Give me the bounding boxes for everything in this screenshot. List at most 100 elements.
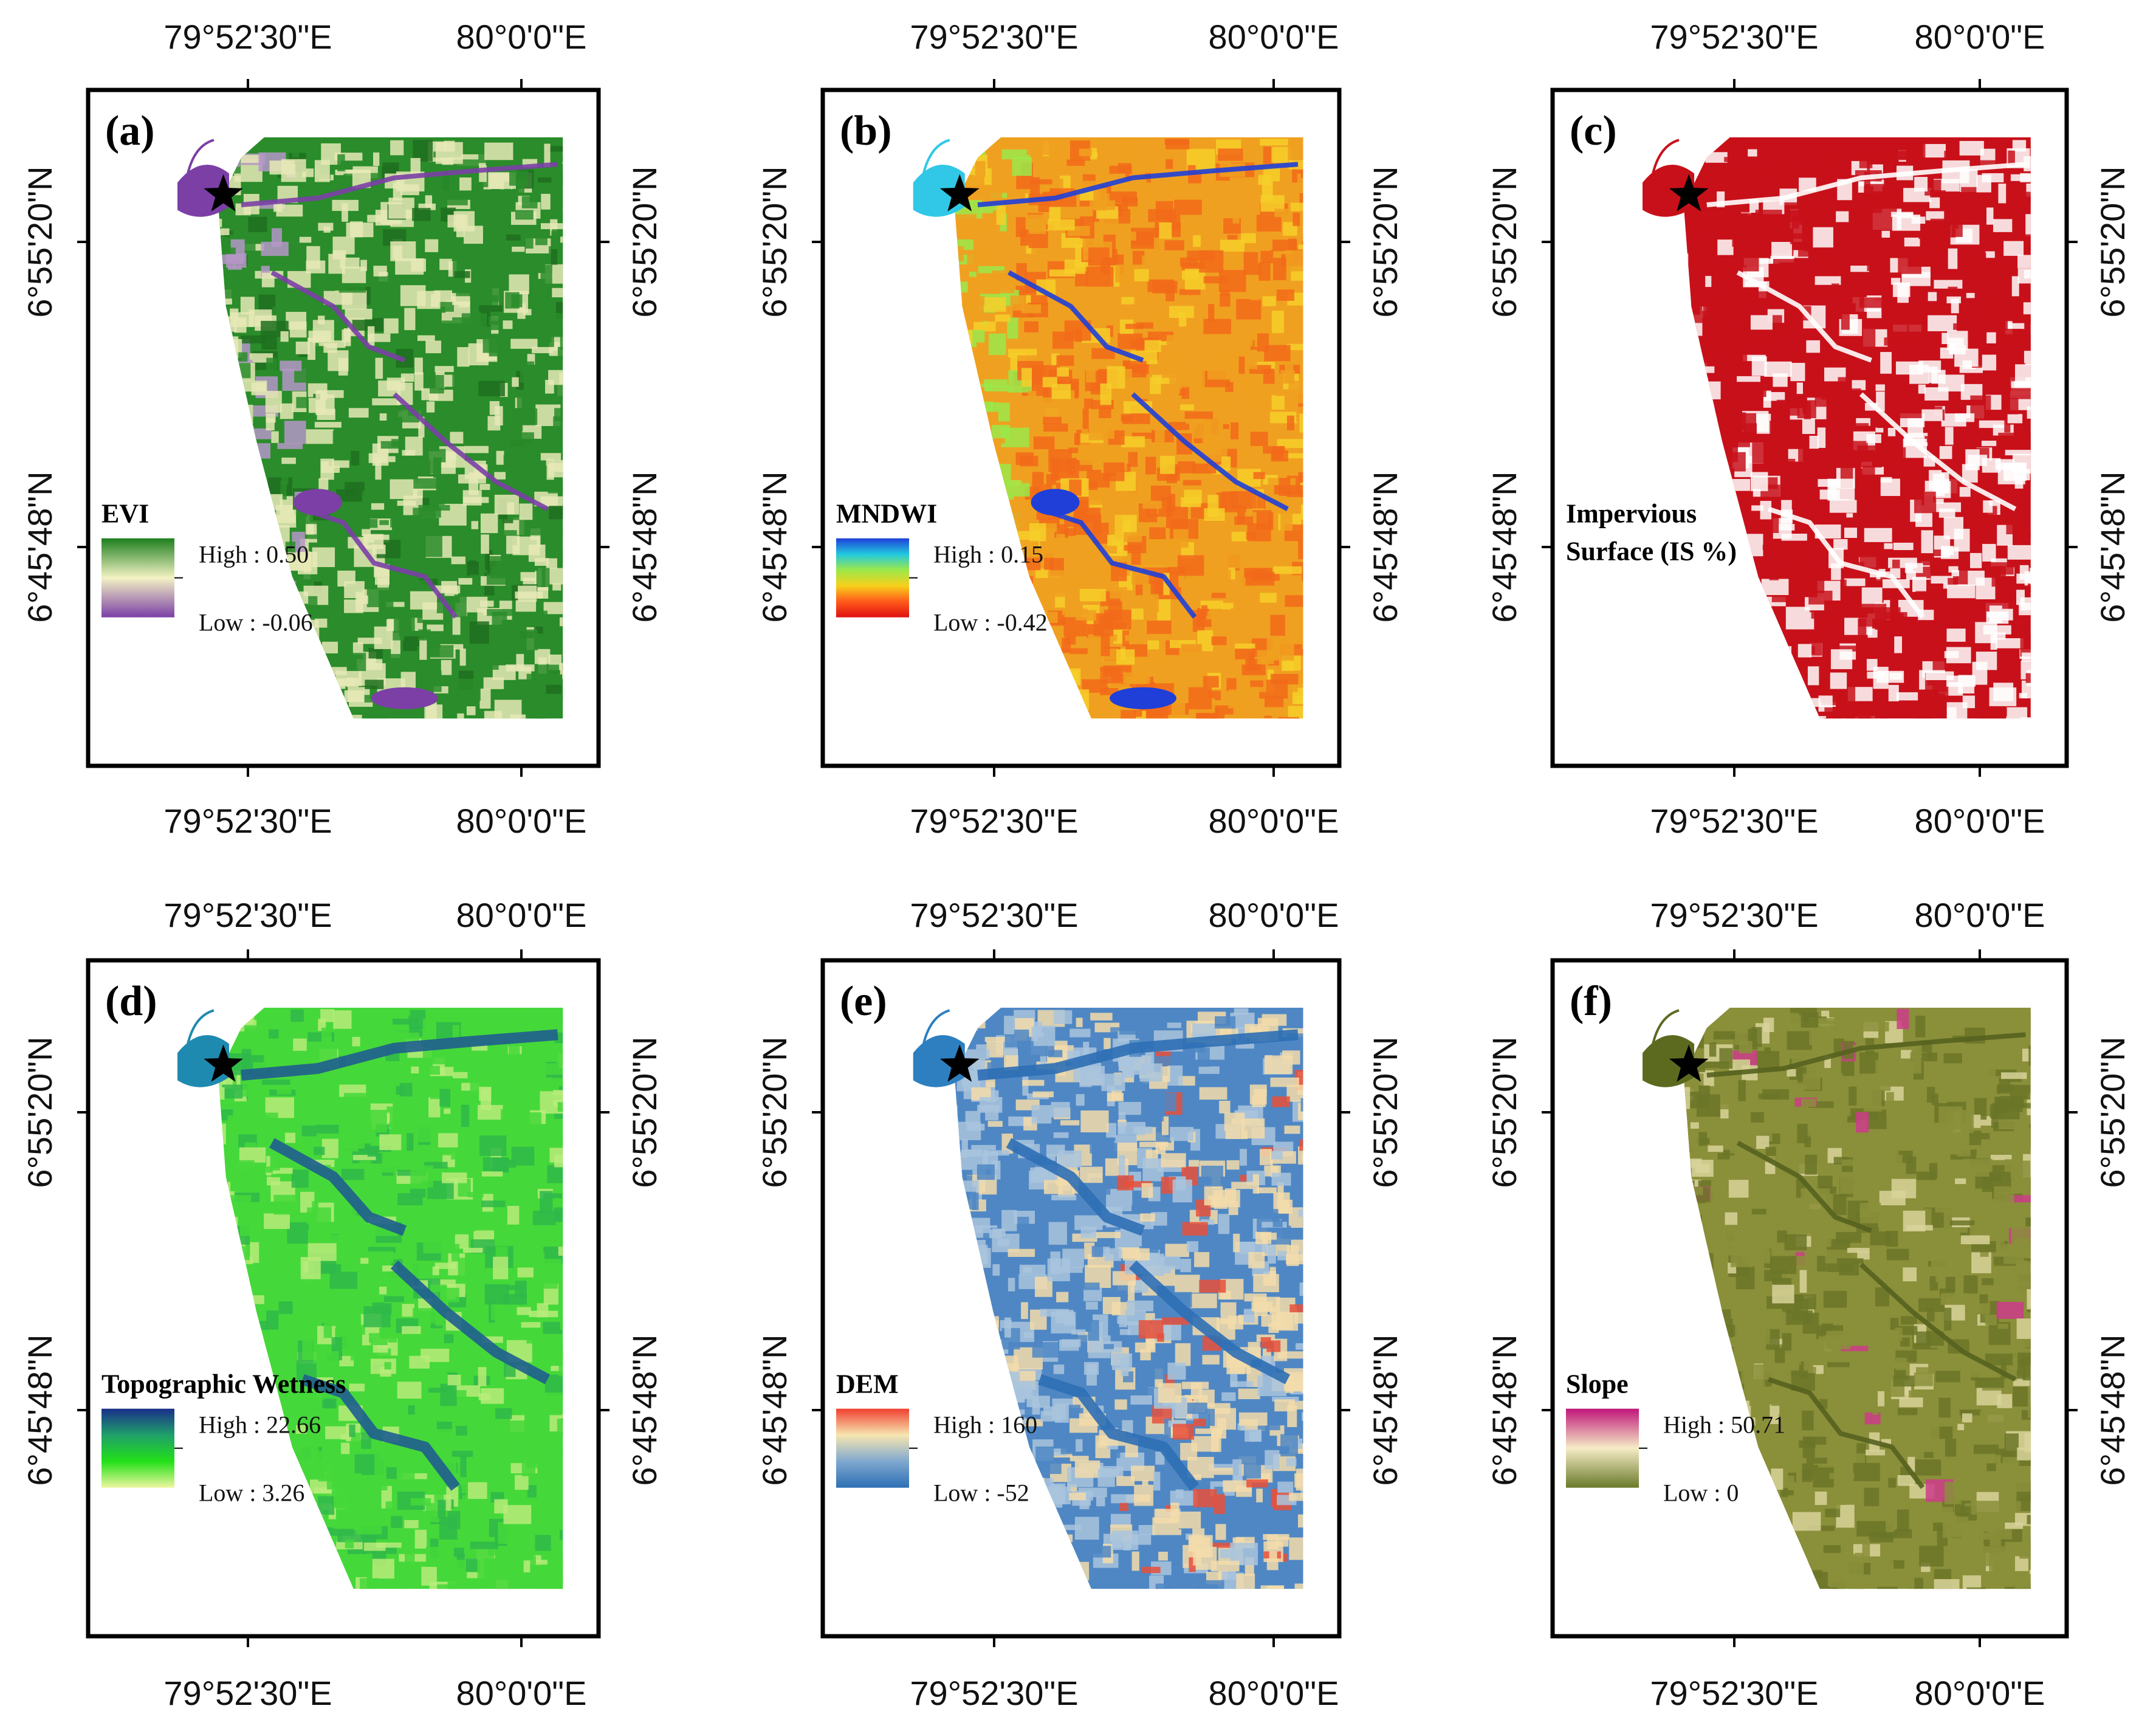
lon-label-top-b: 80°0'0"E	[1915, 18, 2045, 56]
lat-label-left-b: 6°45'48"N	[1485, 471, 1523, 622]
panel-letter-c: (c)	[1570, 108, 1617, 154]
map-frame	[820, 88, 1342, 768]
location-star-icon	[204, 1044, 243, 1082]
legend-color-ramp	[101, 1408, 174, 1488]
lat-label-right-a: 6°55'20"N	[1366, 1036, 1404, 1188]
lon-label-top-b: 80°0'0"E	[456, 896, 587, 934]
panel-letter-b: (b)	[840, 108, 892, 154]
legend-high-label: High : 160	[933, 1411, 1037, 1439]
lon-label-bottom-a: 79°52'30"E	[163, 802, 332, 840]
lon-label-bottom-b: 80°0'0"E	[456, 1674, 587, 1712]
legend-color-ramp	[836, 1408, 909, 1488]
location-star-icon	[204, 174, 243, 212]
map-panel-d: 79°52'30"E 80°0'0"E 79°52'30"E 80°0'0"E 6°55…	[21, 896, 664, 1712]
lat-label-left-b: 6°45'48"N	[755, 471, 794, 622]
lat-label-left-a: 6°55'20"N	[755, 1036, 794, 1188]
lon-label-bottom-b: 80°0'0"E	[1209, 1674, 1339, 1712]
legend-title: Topographic Wetness	[101, 1369, 346, 1399]
lat-label-left-b: 6°45'48"N	[1485, 1334, 1523, 1485]
legend-color-ramp	[836, 538, 909, 618]
lon-label-top-b: 80°0'0"E	[456, 18, 587, 56]
lon-label-top-b: 80°0'0"E	[1915, 896, 2045, 934]
location-star-icon	[1669, 174, 1709, 212]
legend-high-label: High : 0.15	[933, 541, 1043, 568]
lat-label-left-a: 6°55'20"N	[755, 166, 794, 317]
map-panel-b: 79°52'30"E 80°0'0"E 79°52'30"E 80°0'0"E 6°55…	[755, 18, 1404, 840]
lat-label-right-a: 6°55'20"N	[2093, 166, 2132, 317]
lat-label-right-a: 6°55'20"N	[625, 166, 664, 317]
map-frame	[1550, 88, 2069, 768]
lon-label-top-b: 80°0'0"E	[1209, 18, 1339, 56]
raster-e	[954, 1007, 1303, 1589]
lat-label-right-b: 6°45'48"N	[1366, 1334, 1404, 1485]
lon-label-top-a: 79°52'30"E	[1650, 18, 1818, 56]
lon-label-top-a: 79°52'30"E	[163, 896, 332, 934]
lat-label-right-a: 6°55'20"N	[1366, 166, 1404, 317]
panel-letter-f: (f)	[1570, 978, 1612, 1025]
lat-label-right-b: 6°45'48"N	[625, 471, 664, 622]
legend-title: Impervious	[1566, 499, 1697, 529]
lon-label-top-a: 79°52'30"E	[1650, 896, 1818, 934]
lat-label-left-b: 6°45'48"N	[755, 1334, 794, 1485]
location-star-icon	[1669, 1044, 1709, 1082]
map-panel-c: 79°52'30"E 80°0'0"E 79°52'30"E 80°0'0"E 6°55…	[1485, 18, 2132, 840]
map-frame	[820, 958, 1342, 1639]
lat-label-right-a: 6°55'20"N	[625, 1036, 664, 1188]
lat-label-right-b: 6°45'48"N	[2093, 471, 2132, 622]
lon-label-bottom-a: 79°52'30"E	[910, 1674, 1078, 1712]
raster-b	[954, 137, 1303, 719]
legend-low-label: Low : 0	[1663, 1479, 1739, 1507]
panel-letter-a: (a)	[105, 108, 155, 154]
lat-label-left-a: 6°55'20"N	[1485, 166, 1523, 317]
lon-label-bottom-b: 80°0'0"E	[1209, 802, 1339, 840]
lat-label-left-a: 6°55'20"N	[21, 1036, 59, 1188]
lon-label-top-b: 80°0'0"E	[1209, 896, 1339, 934]
lon-label-top-a: 79°52'30"E	[910, 896, 1078, 934]
legend-low-label: Low : -52	[933, 1479, 1029, 1507]
map-frame	[86, 88, 601, 768]
lat-label-left-b: 6°45'48"N	[21, 1334, 59, 1485]
raster-a	[218, 137, 563, 719]
map-panel-a: 79°52'30"E 80°0'0"E 79°52'30"E 80°0'0"E 6°55…	[21, 18, 664, 840]
legend-title: Slope	[1566, 1369, 1629, 1399]
lat-label-left-b: 6°45'48"N	[21, 471, 59, 622]
lat-label-left-a: 6°55'20"N	[1485, 1036, 1523, 1188]
lat-label-right-b: 6°45'48"N	[625, 1334, 664, 1485]
map-frame	[86, 958, 601, 1639]
legend-high-label: High : 0.50	[199, 541, 309, 568]
legend-low-label: Low : -0.06	[199, 609, 313, 636]
lon-label-bottom-b: 80°0'0"E	[1915, 802, 2045, 840]
location-star-icon	[939, 1044, 980, 1082]
lon-label-bottom-a: 79°52'30"E	[1650, 1674, 1818, 1712]
map-panel-f: 79°52'30"E 80°0'0"E 79°52'30"E 80°0'0"E 6°55…	[1485, 896, 2132, 1712]
panel-letter-e: (e)	[840, 978, 887, 1025]
legend-title: EVI	[101, 499, 149, 529]
legend-low-label: Low : 3.26	[199, 1479, 304, 1507]
raster-d	[218, 1007, 563, 1589]
map-frame	[1550, 958, 2069, 1639]
legend-title: DEM	[836, 1369, 899, 1399]
legend-title-line2: Surface (IS %)	[1566, 537, 1737, 566]
legend-color-ramp	[101, 538, 174, 618]
lat-label-right-a: 6°55'20"N	[2093, 1036, 2132, 1188]
lat-label-left-a: 6°55'20"N	[21, 166, 59, 317]
legend-color-ramp	[1566, 1408, 1639, 1488]
lon-label-bottom-a: 79°52'30"E	[163, 1674, 332, 1712]
legend-high-label: High : 22.66	[199, 1411, 321, 1439]
location-star-icon	[939, 174, 980, 212]
lon-label-bottom-b: 80°0'0"E	[1915, 1674, 2045, 1712]
lat-label-right-b: 6°45'48"N	[2093, 1334, 2132, 1485]
panel-letter-d: (d)	[105, 978, 157, 1025]
legend-high-label: High : 50.71	[1663, 1411, 1785, 1439]
map-panel-e: 79°52'30"E 80°0'0"E 79°52'30"E 80°0'0"E 6°55…	[755, 896, 1404, 1712]
raster-f	[1683, 1007, 2031, 1589]
lon-label-top-a: 79°52'30"E	[910, 18, 1078, 56]
raster-c	[1683, 137, 2031, 719]
lon-label-bottom-a: 79°52'30"E	[910, 802, 1078, 840]
lat-label-right-b: 6°45'48"N	[1366, 471, 1404, 622]
lon-label-bottom-b: 80°0'0"E	[456, 802, 587, 840]
lon-label-bottom-a: 79°52'30"E	[1650, 802, 1818, 840]
legend-title: MNDWI	[836, 499, 937, 529]
legend-low-label: Low : -0.42	[933, 609, 1048, 636]
